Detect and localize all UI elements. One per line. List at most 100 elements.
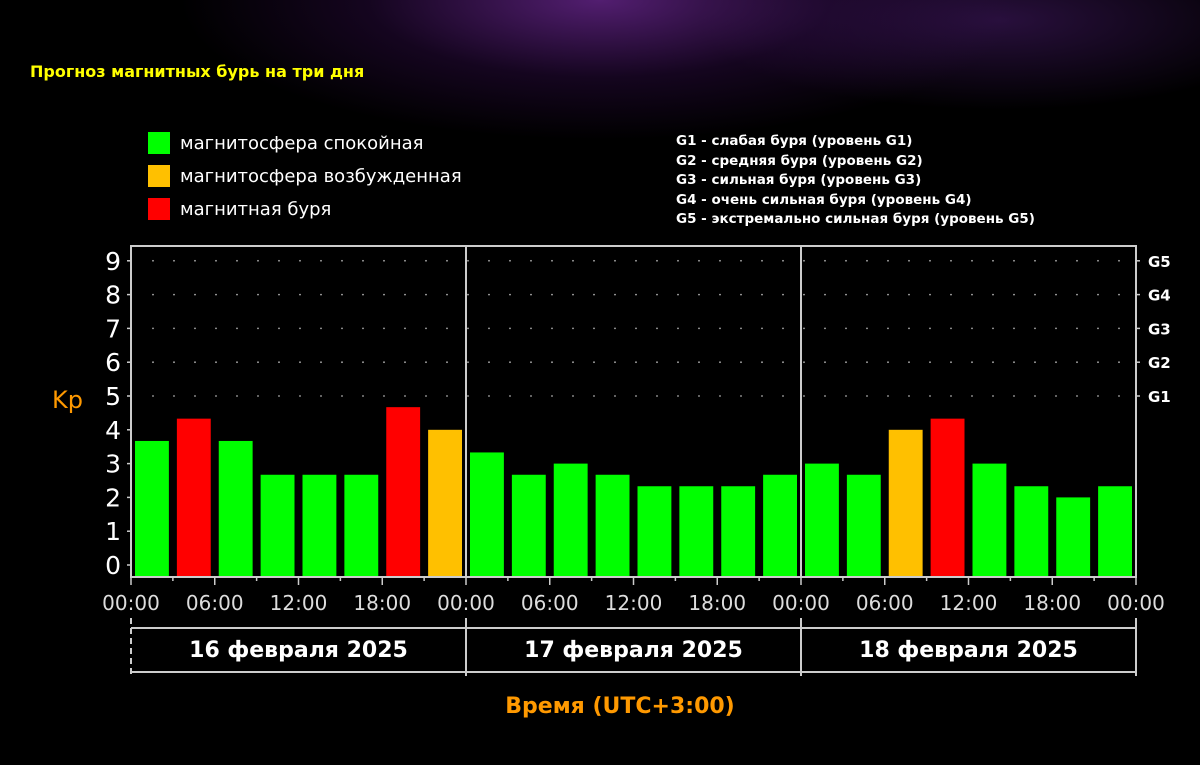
grid-dot xyxy=(551,361,553,364)
grid-dot xyxy=(152,361,154,364)
bar-storm xyxy=(386,407,421,577)
legend-swatch xyxy=(148,132,170,154)
grid-dot xyxy=(782,259,784,262)
grid-dot xyxy=(929,259,931,262)
x-axis-label: Время (UTC+3:00) xyxy=(505,694,735,719)
g-tick-label: G5 xyxy=(1148,253,1171,271)
bar-calm xyxy=(260,474,295,577)
grid-dot xyxy=(320,293,322,296)
grid-dot xyxy=(656,259,658,262)
grid-dot xyxy=(467,361,469,364)
grid-dot xyxy=(509,395,511,397)
grid-dot xyxy=(698,293,700,296)
grid-dot xyxy=(1118,327,1120,330)
grid-dot xyxy=(383,327,385,330)
grid-dot xyxy=(572,327,574,330)
grid-dot xyxy=(530,293,532,296)
x-tick-label: 12:00 xyxy=(270,591,328,615)
grid-dot xyxy=(572,259,574,262)
grid-dot xyxy=(719,395,721,397)
grid-dot xyxy=(383,395,385,397)
bar-calm xyxy=(470,452,504,577)
grid-dot xyxy=(1097,395,1099,397)
grid-dot xyxy=(236,361,238,364)
grid-dot xyxy=(362,327,364,330)
y-tick-label: 4 xyxy=(105,416,121,445)
bar-calm xyxy=(595,474,630,577)
legend-item-storm: магнитная буря xyxy=(148,198,331,220)
grid-dot xyxy=(929,361,931,364)
grid-dot xyxy=(971,395,973,397)
grid-dot xyxy=(824,293,826,296)
grid-dot xyxy=(866,395,868,397)
grid-dot xyxy=(152,293,154,296)
g-tick-label: G2 xyxy=(1148,354,1171,372)
x-tick-label: 18:00 xyxy=(1023,591,1081,615)
grid-dot xyxy=(467,395,469,397)
grid-dot xyxy=(950,395,952,397)
grid-dot xyxy=(173,259,175,262)
legend-label: магнитосфера возбужденная xyxy=(180,165,462,187)
grid-dot xyxy=(299,259,301,262)
grid-dot xyxy=(677,293,679,296)
grid-dot xyxy=(236,293,238,296)
grid-dot xyxy=(971,361,973,364)
grid-dot xyxy=(1076,395,1078,397)
grid-dot xyxy=(215,361,217,364)
grid-dot xyxy=(614,293,616,296)
g-level-legend: G1 - слабая буря (уровень G1) G2 - средн… xyxy=(676,132,1035,230)
grid-dot xyxy=(362,259,364,262)
grid-dot xyxy=(446,259,448,262)
x-tick-label: 06:00 xyxy=(521,591,579,615)
grid-dot xyxy=(404,259,406,262)
grid-dot xyxy=(656,395,658,397)
legend-swatch xyxy=(148,198,170,220)
grid-dot xyxy=(824,259,826,262)
grid-dot xyxy=(488,293,490,296)
grid-dot xyxy=(614,395,616,397)
grid-dot xyxy=(194,361,196,364)
grid-dot xyxy=(740,395,742,397)
x-tick-label: 18:00 xyxy=(353,591,411,615)
y-tick-label: 2 xyxy=(105,483,121,512)
day-label: 18 февраля 2025 xyxy=(859,638,1078,663)
grid-dot xyxy=(635,361,637,364)
day-label: 16 февраля 2025 xyxy=(189,638,408,663)
grid-dot xyxy=(803,327,805,330)
bar-calm xyxy=(679,486,714,577)
grid-dot xyxy=(1034,361,1036,364)
grid-dot xyxy=(509,327,511,330)
bar-active xyxy=(428,429,462,577)
grid-dot xyxy=(173,293,175,296)
grid-dot xyxy=(425,395,427,397)
legend-swatch xyxy=(148,165,170,187)
grid-dot xyxy=(1118,361,1120,364)
grid-dot xyxy=(572,293,574,296)
y-tick-label: 0 xyxy=(105,551,121,580)
grid-dot xyxy=(278,259,280,262)
grid-dot xyxy=(677,259,679,262)
x-tick-label: 06:00 xyxy=(856,591,914,615)
grid-dot xyxy=(173,327,175,330)
grid-dot xyxy=(677,327,679,330)
grid-dot xyxy=(635,259,637,262)
grid-dot xyxy=(446,293,448,296)
grid-dot xyxy=(593,361,595,364)
x-tick-label: 00:00 xyxy=(102,591,160,615)
grid-dot xyxy=(887,293,889,296)
grid-dot xyxy=(467,259,469,262)
bar-calm xyxy=(553,463,588,577)
grid-dot xyxy=(740,259,742,262)
grid-dot xyxy=(740,327,742,330)
grid-dot xyxy=(215,327,217,330)
grid-dot xyxy=(215,395,217,397)
grid-dot xyxy=(761,327,763,330)
y-tick-label: 3 xyxy=(105,450,121,479)
x-tick-label: 12:00 xyxy=(605,591,663,615)
grid-dot xyxy=(425,361,427,364)
grid-dot xyxy=(1076,259,1078,262)
grid-dot xyxy=(761,395,763,397)
grid-dot xyxy=(320,327,322,330)
grid-dot xyxy=(194,395,196,397)
grid-dot xyxy=(1097,361,1099,364)
